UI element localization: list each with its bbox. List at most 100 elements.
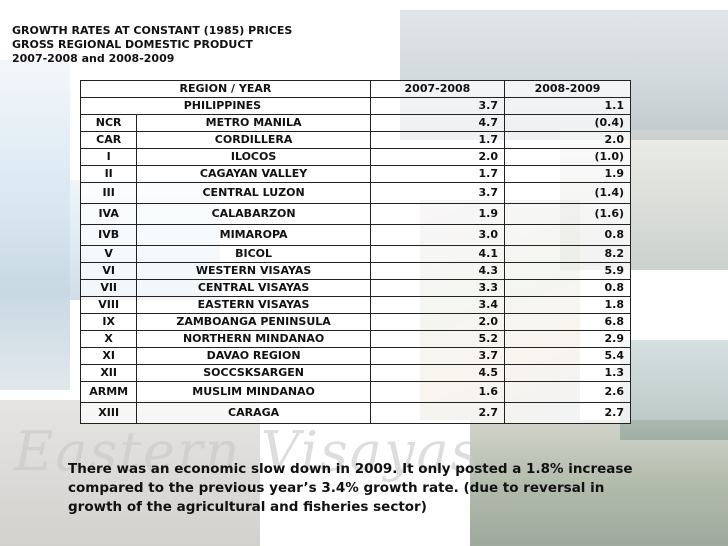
value-2007-2008: 4.1 xyxy=(369,245,506,263)
value-2008-2009: 1.9 xyxy=(504,165,631,183)
value-2008-2009: 5.4 xyxy=(504,347,631,365)
table-row: V BICOL 4.1 8.2 xyxy=(79,245,631,263)
table-header-row: REGION / YEAR 2007-2008 2008-2009 xyxy=(80,80,631,98)
table-row: VII CENTRAL VISAYAS 3.3 0.8 xyxy=(79,279,631,297)
table-row: IX ZAMBOANGA PENINSULA 2.0 6.8 xyxy=(79,313,631,331)
table-row: XII SOCCSKSARGEN 4.5 1.3 xyxy=(79,364,631,382)
region-code: III xyxy=(79,182,138,204)
value-2007-2008: 2.0 xyxy=(369,313,506,331)
region-name: WESTERN VISAYAS xyxy=(136,262,371,280)
table-row: VI WESTERN VISAYAS 4.3 5.9 xyxy=(79,262,631,280)
table-row: II CAGAYAN VALLEY 1.7 1.9 xyxy=(79,165,631,183)
value-2007-2008: 4.7 xyxy=(369,114,506,132)
region-name: CAGAYAN VALLEY xyxy=(136,165,371,183)
value-2008-2009: (0.4) xyxy=(504,114,631,132)
heading-line-3: 2007-2008 and 2008-2009 xyxy=(12,52,175,65)
value-2008-2009: 5.9 xyxy=(504,262,631,280)
value-2008-2009: 6.8 xyxy=(504,313,631,331)
region-name: ILOCOS xyxy=(136,148,371,166)
region-name: METRO MANILA xyxy=(136,114,371,132)
value-2007-2008: 1.7 xyxy=(369,165,506,183)
header-region-year: REGION / YEAR xyxy=(80,80,371,98)
background-photo-rocks xyxy=(620,340,728,440)
region-code: XIII xyxy=(79,402,138,424)
background-photo-church xyxy=(0,400,260,546)
watermark-text: Eastern Visayas xyxy=(14,420,481,483)
region-code: IVA xyxy=(79,203,138,225)
table-row: X NORTHERN MINDANAO 5.2 2.9 xyxy=(79,330,631,348)
table-row: III CENTRAL LUZON 3.7 (1.4) xyxy=(79,182,631,204)
national-value-2008-2009: 1.1 xyxy=(504,97,631,115)
table-row: XI DAVAO REGION 3.7 5.4 xyxy=(79,347,631,365)
table-row: IVA CALABARZON 1.9 (1.6) xyxy=(79,203,631,225)
region-name: EASTERN VISAYAS xyxy=(136,296,371,314)
heading-line-2: GROSS REGIONAL DOMESTIC PRODUCT xyxy=(12,38,253,51)
value-2008-2009: 8.2 xyxy=(504,245,631,263)
growth-rates-table: REGION / YEAR 2007-2008 2008-2009 PHILIP… xyxy=(79,80,631,424)
table-row: ARMM MUSLIM MINDANAO 1.6 2.6 xyxy=(79,381,631,403)
note-line-1: There was an economic slow down in 2009.… xyxy=(68,461,633,477)
table-row: CAR CORDILLERA 1.7 2.0 xyxy=(79,131,631,149)
region-name: CORDILLERA xyxy=(136,131,371,149)
table-row: IVB MIMAROPA 3.0 0.8 xyxy=(79,224,631,246)
header-2008-2009: 2008-2009 xyxy=(504,80,631,98)
table-row: NCR METRO MANILA 4.7 (0.4) xyxy=(79,114,631,132)
value-2008-2009: 0.8 xyxy=(504,279,631,297)
region-name: DAVAO REGION xyxy=(136,347,371,365)
region-name: ZAMBOANGA PENINSULA xyxy=(136,313,371,331)
region-code: CAR xyxy=(79,131,138,149)
region-code: ARMM xyxy=(79,381,138,403)
header-2007-2008: 2007-2008 xyxy=(369,80,506,98)
value-2007-2008: 2.7 xyxy=(369,402,506,424)
region-code: V xyxy=(79,245,138,263)
national-value-2007-2008: 3.7 xyxy=(369,97,506,115)
value-2007-2008: 4.3 xyxy=(369,262,506,280)
value-2007-2008: 5.2 xyxy=(369,330,506,348)
value-2007-2008: 1.7 xyxy=(369,131,506,149)
table-body: PHILIPPINES 3.7 1.1 NCR METRO MANILA 4.7 (0… xyxy=(79,97,631,424)
region-code: IVB xyxy=(79,224,138,246)
region-name: SOCCSKSARGEN xyxy=(136,364,371,382)
value-2007-2008: 1.6 xyxy=(369,381,506,403)
summary-note: There was an economic slow down in 2009.… xyxy=(68,460,668,517)
region-code: IX xyxy=(79,313,138,331)
region-code: VII xyxy=(79,279,138,297)
value-2007-2008: 3.0 xyxy=(369,224,506,246)
region-code: X xyxy=(79,330,138,348)
note-line-2: compared to the previous year’s 3.4% gro… xyxy=(68,480,605,496)
region-name: NORTHERN MINDANAO xyxy=(136,330,371,348)
region-code: VI xyxy=(79,262,138,280)
note-line-3: growth of the agricultural and fisheries… xyxy=(68,499,427,515)
national-row: PHILIPPINES 3.7 1.1 xyxy=(80,97,631,115)
value-2008-2009: (1.0) xyxy=(504,148,631,166)
table-row: I ILOCOS 2.0 (1.0) xyxy=(79,148,631,166)
region-name: MIMAROPA xyxy=(136,224,371,246)
value-2008-2009: (1.6) xyxy=(504,203,631,225)
background-photo-coast xyxy=(0,60,70,390)
region-name: MUSLIM MINDANAO xyxy=(136,381,371,403)
value-2008-2009: 0.8 xyxy=(504,224,631,246)
region-code: XII xyxy=(79,364,138,382)
region-name: CARAGA xyxy=(136,402,371,424)
national-name: PHILIPPINES xyxy=(80,97,371,115)
region-code: I xyxy=(79,148,138,166)
table-row: XIII CARAGA 2.7 2.7 xyxy=(79,402,631,424)
value-2008-2009: 2.7 xyxy=(504,402,631,424)
value-2007-2008: 2.0 xyxy=(369,148,506,166)
region-name: CENTRAL VISAYAS xyxy=(136,279,371,297)
value-2007-2008: 3.7 xyxy=(369,347,506,365)
table-row: VIII EASTERN VISAYAS 3.4 1.8 xyxy=(79,296,631,314)
value-2008-2009: 2.6 xyxy=(504,381,631,403)
value-2007-2008: 4.5 xyxy=(369,364,506,382)
value-2007-2008: 3.7 xyxy=(369,182,506,204)
value-2008-2009: (1.4) xyxy=(504,182,631,204)
region-code: VIII xyxy=(79,296,138,314)
value-2008-2009: 1.3 xyxy=(504,364,631,382)
region-name: BICOL xyxy=(136,245,371,263)
region-code: NCR xyxy=(79,114,138,132)
slide-heading: GROWTH RATES AT CONSTANT (1985) PRICES G… xyxy=(12,24,292,66)
heading-line-1: GROWTH RATES AT CONSTANT (1985) PRICES xyxy=(12,24,293,37)
region-code: XI xyxy=(79,347,138,365)
value-2007-2008: 1.9 xyxy=(369,203,506,225)
region-name: CALABARZON xyxy=(136,203,371,225)
